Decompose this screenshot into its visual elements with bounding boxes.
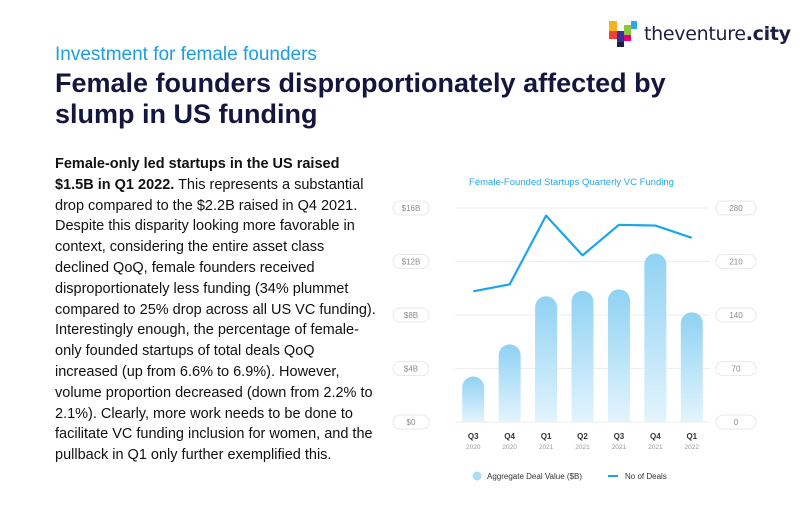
- x-tick-year: 2020: [502, 444, 517, 451]
- left-tick-label: $12B: [402, 258, 421, 267]
- bar-deal-value-q3-2020: [462, 376, 485, 422]
- left-axis-tick: $4B: [392, 361, 430, 376]
- page-title: Female founders disproportionately affec…: [55, 68, 666, 129]
- x-tick-year: 2021: [648, 444, 663, 451]
- legend-label: Aggregate Deal Value ($B): [487, 472, 582, 481]
- legend-swatch-bar: [472, 471, 482, 481]
- x-tick-label: Q4: [504, 432, 515, 441]
- x-tick-label: Q1: [541, 432, 552, 441]
- right-tick-label: 210: [729, 258, 743, 267]
- x-tick-year: 2021: [612, 444, 627, 451]
- legend-item-no-of-deals: No of Deals: [608, 472, 667, 481]
- brand-logo[interactable]: theventure.city: [608, 16, 791, 52]
- bar-deal-value-q4-2021: [644, 253, 667, 422]
- x-tick-label: Q3: [468, 432, 479, 441]
- right-axis-tick: 0: [715, 414, 757, 430]
- chart-title: Female-Founded Startups Quarterly VC Fun…: [469, 177, 674, 188]
- left-axis-tick: $0: [392, 414, 430, 430]
- legend-label: No of Deals: [625, 472, 667, 481]
- brand-name: theventure.city: [644, 23, 791, 45]
- x-tick-label: Q3: [614, 432, 625, 441]
- right-axis-tick: 70: [715, 361, 757, 376]
- bar-deal-value-q3-2021: [607, 289, 630, 422]
- body-paragraph: Female-only led startups in the US raise…: [55, 154, 378, 466]
- section-subtitle: Investment for female founders: [55, 44, 317, 65]
- body-lead: Female-only led startups in the US raise…: [55, 156, 340, 193]
- legend-item-deal-value: Aggregate Deal Value ($B): [472, 471, 582, 481]
- right-axis-tick: 280: [715, 200, 757, 216]
- right-axis-tick: 210: [715, 254, 757, 269]
- left-axis-tick: $8B: [392, 307, 430, 323]
- x-tick-year: 2022: [685, 444, 700, 451]
- left-axis-tick: $16B: [392, 200, 430, 216]
- left-tick-label: $8B: [404, 311, 418, 320]
- x-tick-year: 2021: [575, 444, 590, 451]
- bar-deal-value-q1-2022: [680, 312, 703, 422]
- body-rest: This represents a substantial drop compa…: [55, 176, 376, 464]
- line-no-of-deals: [473, 214, 693, 293]
- bar-deal-value-q2-2021: [571, 290, 594, 422]
- left-tick-label: $16B: [402, 204, 421, 213]
- bar-deal-value-q1-2021: [535, 296, 558, 422]
- right-tick-label: 70: [732, 365, 741, 374]
- right-tick-label: 140: [729, 311, 743, 320]
- x-tick-label: Q1: [686, 432, 697, 441]
- right-tick-label: 0: [734, 418, 739, 427]
- left-tick-label: $4B: [404, 365, 418, 374]
- right-tick-label: 280: [729, 204, 743, 213]
- bar-deal-value-q4-2020: [498, 344, 521, 422]
- logo-mark-icon: [609, 21, 637, 47]
- x-tick-label: Q4: [650, 432, 661, 441]
- left-tick-label: $0: [407, 418, 416, 427]
- x-tick-label: Q2: [577, 432, 588, 441]
- right-axis-tick: 140: [715, 307, 757, 323]
- x-tick-year: 2020: [466, 444, 481, 451]
- funding-chart: $0 $4B $8B $12B $16B 0 70 140 210 280 Q3 2020 Q4 202…: [392, 200, 757, 481]
- left-axis-tick: $12B: [392, 254, 430, 269]
- x-tick-year: 2021: [539, 444, 554, 451]
